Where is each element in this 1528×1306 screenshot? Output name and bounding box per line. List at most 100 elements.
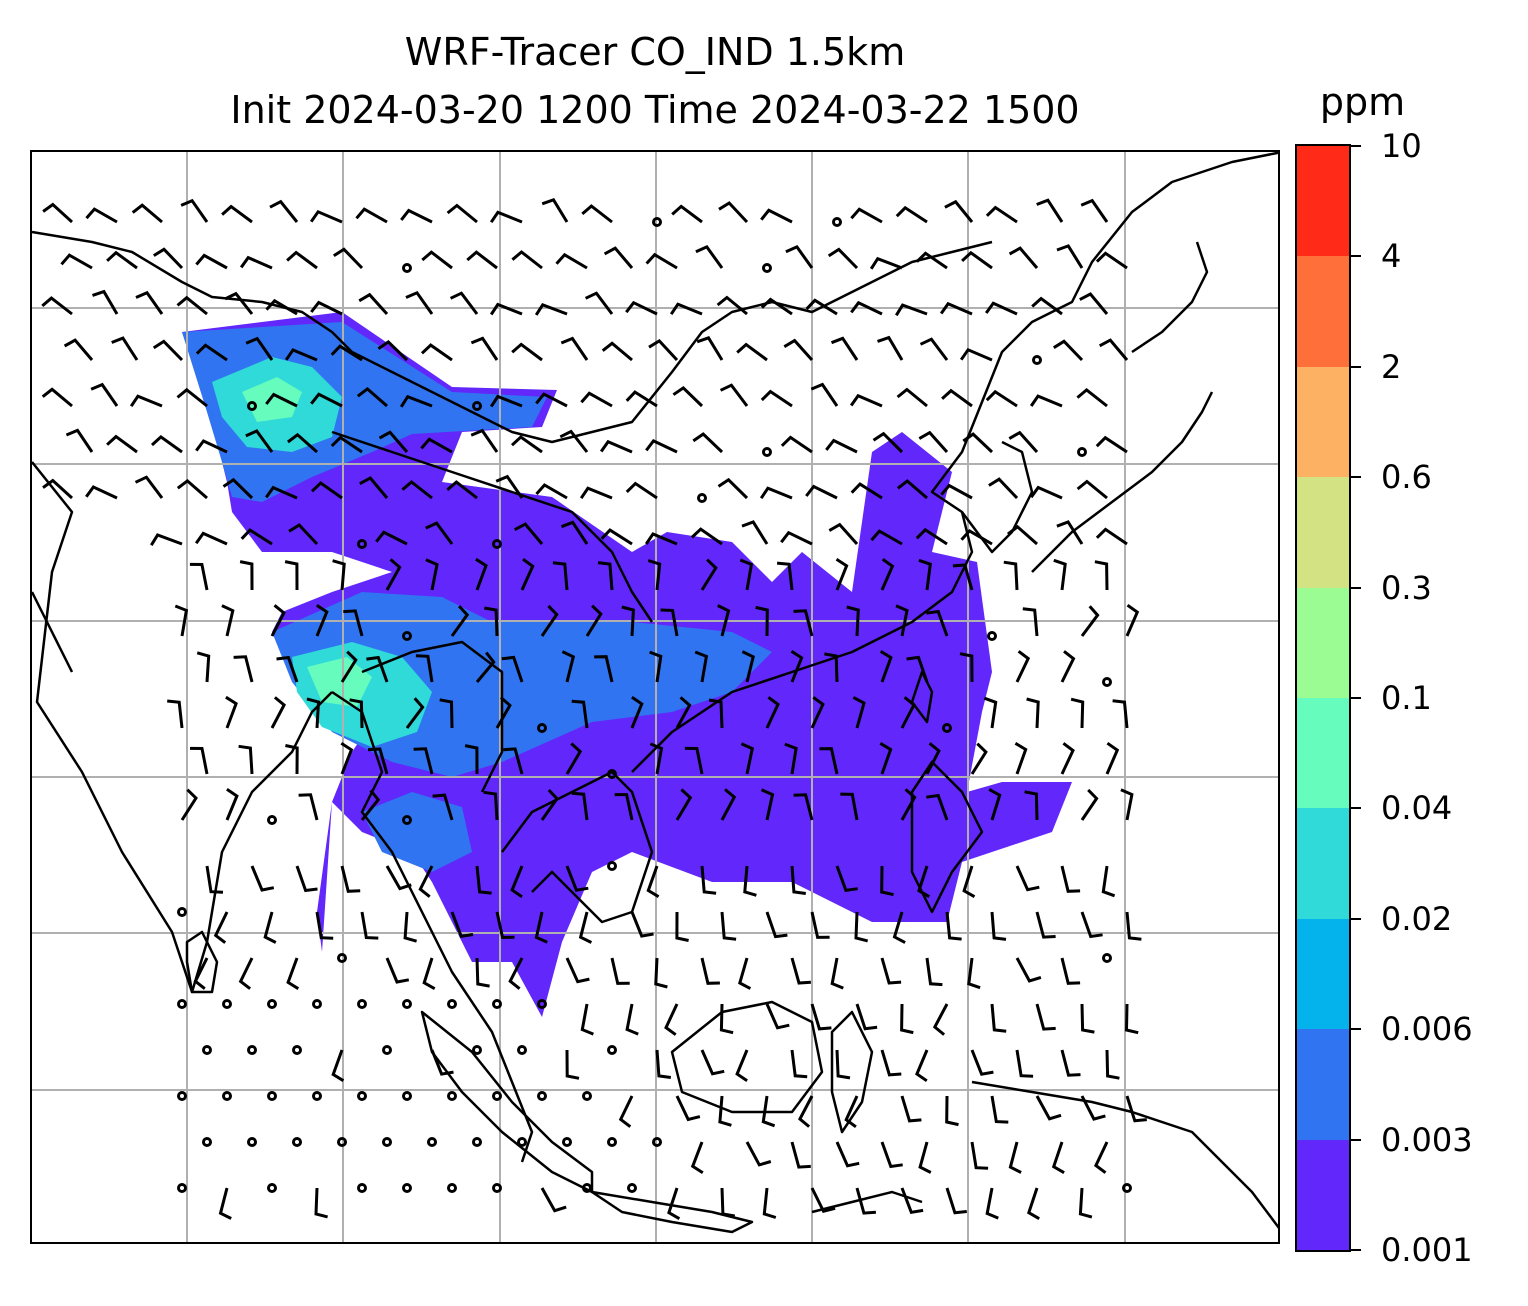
wind-barb	[221, 204, 253, 224]
wind-barb	[405, 290, 434, 315]
wind-barb	[340, 865, 361, 893]
colorbar-segment	[1297, 366, 1349, 478]
colorbar-tick	[1351, 1028, 1361, 1031]
wind-barb	[906, 655, 929, 683]
wind-barb	[450, 605, 470, 637]
wind-barb	[167, 699, 184, 729]
colorbar-segment	[1297, 1139, 1349, 1250]
wind-barb	[869, 256, 903, 270]
wind-barb	[960, 528, 993, 546]
colorbar-tick-label: 0.001	[1381, 1231, 1473, 1269]
wind-barb	[738, 957, 752, 990]
wind-barb	[284, 348, 318, 362]
wind-barb	[667, 1187, 681, 1221]
wind-barb	[265, 392, 298, 408]
wind-barb	[1060, 742, 1075, 775]
calm-wind-marker	[447, 999, 457, 1009]
wind-barb	[877, 335, 904, 361]
border-inner	[331, 430, 654, 623]
wind-barb	[761, 1095, 776, 1128]
colorbar-tick-label: 10	[1381, 127, 1422, 165]
wind-barb	[250, 865, 275, 892]
wind-barb	[700, 1049, 725, 1076]
colorbar-segment	[1297, 145, 1349, 257]
calm-wind-marker	[537, 1091, 547, 1101]
wind-barb	[1014, 742, 1028, 775]
calm-wind-marker	[247, 401, 257, 411]
calm-wind-marker	[1032, 355, 1042, 365]
colorbar-segment	[1297, 476, 1349, 588]
wind-barb	[534, 302, 568, 316]
wind-barb	[578, 911, 593, 944]
wind-barb	[224, 291, 254, 315]
wind-barb	[331, 1049, 345, 1082]
wind-barb	[1015, 957, 1042, 983]
wind-barb	[265, 298, 298, 316]
wind-barb	[828, 522, 859, 545]
wind-barb	[895, 604, 909, 637]
wind-barb	[413, 747, 434, 775]
wind-barb	[483, 790, 499, 821]
wind-barb	[852, 696, 866, 729]
wind-barb	[1078, 1187, 1093, 1219]
wind-barb	[1035, 1095, 1062, 1121]
wind-barb	[422, 957, 436, 991]
wind-barb	[484, 606, 499, 637]
coastline-java	[590, 1190, 754, 1234]
wind-barb	[824, 652, 839, 683]
wind-barb	[106, 250, 138, 270]
wind-barb	[647, 559, 662, 591]
wind-barb	[270, 696, 286, 729]
wind-barb	[880, 865, 894, 897]
wind-barb	[648, 338, 679, 362]
wind-barb	[1003, 560, 1019, 591]
wind-barb	[835, 865, 858, 893]
wind-barb	[849, 393, 883, 408]
colorbar-tick-label: 0.3	[1381, 568, 1432, 607]
wind-barb	[489, 394, 523, 408]
wind-barb	[780, 435, 813, 454]
calm-wind-marker	[357, 539, 367, 549]
calm-wind-marker	[292, 1045, 302, 1055]
wind-barb	[915, 1049, 929, 1083]
wind-barb	[645, 439, 678, 454]
wind-barb	[425, 521, 454, 545]
wind-barb	[690, 527, 723, 546]
wind-barb	[835, 1049, 851, 1080]
colorbar-tick	[1351, 255, 1361, 258]
wind-barb	[945, 1095, 959, 1127]
wind-barb	[540, 788, 559, 821]
coastline-korea	[961, 440, 1034, 554]
wind-barb	[106, 434, 138, 454]
wind-barb	[222, 477, 254, 500]
wind-barb	[675, 696, 692, 729]
calm-wind-marker	[222, 999, 232, 1009]
wind-barb	[65, 428, 94, 453]
wind-barb	[432, 793, 454, 821]
wind-barb	[470, 428, 499, 453]
calm-wind-marker	[337, 1137, 347, 1147]
wind-barb	[286, 957, 300, 990]
wind-barb	[988, 788, 1002, 821]
calm-wind-marker	[1102, 953, 1112, 963]
gridlines	[32, 152, 1278, 1242]
calm-wind-marker	[447, 1183, 457, 1193]
wind-barb	[238, 957, 254, 990]
colorbar-tick	[1351, 365, 1361, 368]
map-canvas	[32, 152, 1278, 1242]
wind-barb	[649, 742, 664, 775]
wind-barb	[621, 605, 635, 637]
wind-barb	[571, 791, 589, 821]
wind-barb	[240, 528, 273, 546]
calm-wind-marker	[537, 723, 547, 733]
wind-barb	[880, 1049, 902, 1077]
wind-barb	[1015, 1049, 1034, 1078]
wind-barb	[985, 205, 1018, 224]
wind-barb	[961, 250, 993, 270]
calm-wind-marker	[402, 1091, 412, 1101]
wind-barb	[150, 434, 183, 454]
wind-barb	[360, 911, 379, 940]
wind-barb	[675, 911, 689, 942]
colorbar-tick-label: 0.04	[1381, 789, 1453, 828]
wind-barb	[501, 655, 524, 683]
